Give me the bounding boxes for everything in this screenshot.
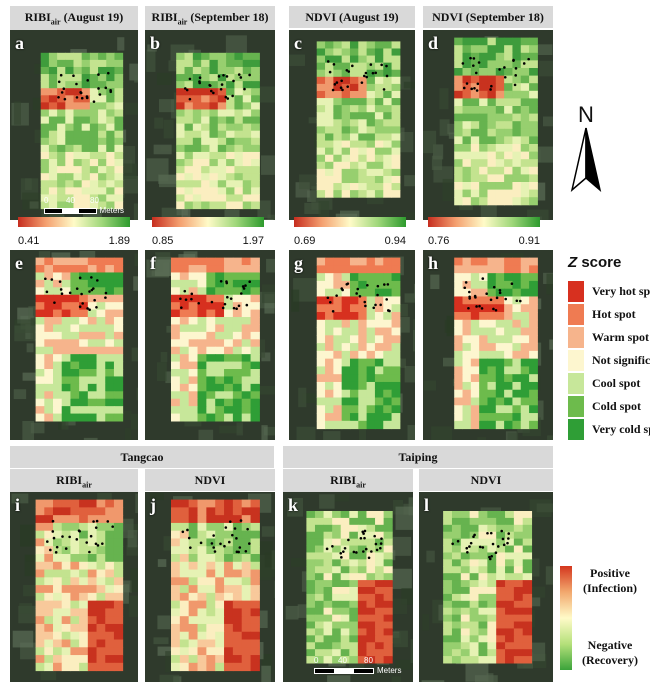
colorbar-d: 0.76 0.91 — [428, 217, 540, 247]
header-taiping-ndvi: NDVI — [419, 469, 553, 491]
legend-negative: Negative (Recovery) — [582, 638, 638, 667]
panel-letter-l: l — [424, 495, 430, 515]
zscore-label: Warm spot — [592, 330, 649, 344]
panel-letter-b: b — [150, 33, 161, 53]
header-tangcao-ribi: RIBIair — [10, 469, 138, 497]
colorbar-c: 0.69 0.94 — [294, 217, 406, 247]
header-site-tangcao: Tangcao — [10, 446, 274, 468]
panel-g: g — [289, 250, 415, 440]
zscore-label: Hot spot — [592, 307, 636, 321]
header-ndvi-aug: NDVI (August 19) — [289, 6, 415, 28]
colorbar-b: 0.85 1.97 — [152, 217, 264, 247]
zscore-label: Very hot spot — [592, 284, 650, 298]
zscore-legend-item: Very hot spot — [568, 281, 650, 302]
legend-positive: Positive (Infection) — [583, 566, 637, 595]
infection-color-ramp — [560, 566, 572, 670]
north-arrow-icon — [570, 127, 602, 193]
map-raster — [10, 30, 138, 220]
panel-h: h — [423, 250, 553, 440]
zscore-label: Very cold spot — [592, 422, 650, 436]
zscore-swatch — [568, 281, 584, 302]
header-taiping-ribi: RIBIair — [283, 469, 413, 497]
map-raster — [423, 30, 553, 220]
map-raster — [423, 250, 553, 440]
zscore-legend-title: Z score — [568, 254, 622, 271]
colorbar-a: 0.41 1.89 — [18, 217, 130, 247]
map-raster — [10, 492, 138, 682]
panel-letter-a: a — [15, 33, 24, 53]
panel-a: a — [10, 30, 138, 220]
zscore-legend-item: Very cold spot — [568, 419, 650, 440]
map-raster — [289, 30, 415, 220]
zscore-swatch — [568, 327, 584, 348]
panel-letter-d: d — [428, 33, 439, 53]
panel-k: k — [283, 492, 413, 682]
panel-j: j — [145, 492, 275, 682]
zscore-swatch — [568, 373, 584, 394]
panel-letter-c: c — [294, 33, 302, 53]
zscore-label: Cold spot — [592, 399, 642, 413]
map-raster — [10, 250, 138, 440]
panel-letter-k: k — [288, 495, 299, 515]
map-raster — [145, 30, 275, 220]
panel-l: l — [419, 492, 553, 682]
scalebar-k: 0 40 80 Meters — [314, 656, 402, 675]
panel-f: f — [145, 250, 275, 440]
map-raster — [145, 250, 275, 440]
map-raster — [145, 492, 275, 682]
map-raster — [419, 492, 553, 682]
header-ribi-sep: RIBIair (September 18) — [145, 6, 275, 34]
zscore-legend-item: Cold spot — [568, 396, 650, 417]
panel-letter-e: e — [15, 253, 23, 273]
panel-letter-j: j — [150, 495, 156, 515]
zscore-legend-item: Not significant — [568, 350, 650, 371]
panel-c: c — [289, 30, 415, 220]
scalebar-a: 0 40 80 Meters — [44, 196, 124, 215]
map-raster — [289, 250, 415, 440]
header-tangcao-ndvi: NDVI — [145, 469, 275, 491]
north-arrow: N — [568, 104, 604, 194]
zscore-legend-item: Cool spot — [568, 373, 650, 394]
zscore-swatch — [568, 419, 584, 440]
panel-letter-h: h — [428, 253, 439, 273]
zscore-label: Cool spot — [592, 376, 641, 390]
header-ribi-aug: RIBIair (August 19) — [10, 6, 138, 34]
zscore-label: Not significant — [592, 353, 650, 367]
north-label: N — [578, 102, 594, 127]
zscore-swatch — [568, 304, 584, 325]
zscore-legend-item: Hot spot — [568, 304, 650, 325]
zscore-swatch — [568, 396, 584, 417]
panel-b: b — [145, 30, 275, 220]
panel-i: i — [10, 492, 138, 682]
zscore-swatch — [568, 350, 584, 371]
panel-letter-g: g — [294, 253, 303, 273]
panel-letter-i: i — [15, 495, 21, 515]
panel-e: e — [10, 250, 138, 440]
zscore-legend-item: Warm spot — [568, 327, 650, 348]
panel-letter-f: f — [150, 253, 156, 273]
panel-d: d — [423, 30, 553, 220]
map-raster — [283, 492, 413, 682]
header-ndvi-sep: NDVI (September 18) — [423, 6, 553, 28]
header-site-taiping: Taiping — [283, 446, 553, 468]
